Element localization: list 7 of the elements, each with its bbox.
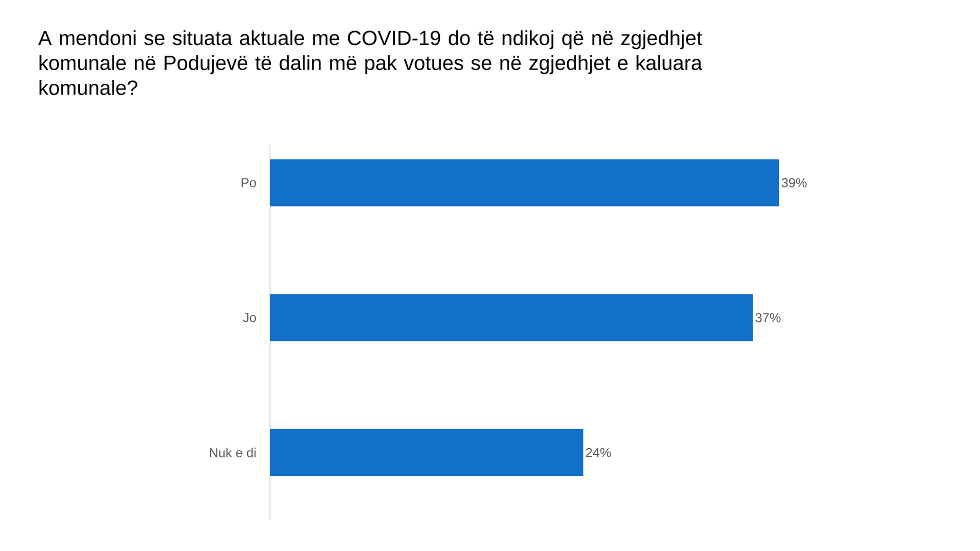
- data-label: 37%: [756, 313, 781, 322]
- chart-title: A mendoni se situata aktuale me COVID-19 do të ndikoj që në zgjedhjet komunale në Podujevë të dalin më pak votues se në zgjedhjet e kaluara komunale?: [38, 30, 702, 96]
- data-label: 39%: [782, 178, 807, 188]
- y-tick-label: Jo: [243, 313, 256, 322]
- y-tick-label: Nuk e di: [210, 448, 256, 458]
- y-tick-label: Po: [242, 178, 256, 188]
- data-label: 24%: [586, 448, 611, 458]
